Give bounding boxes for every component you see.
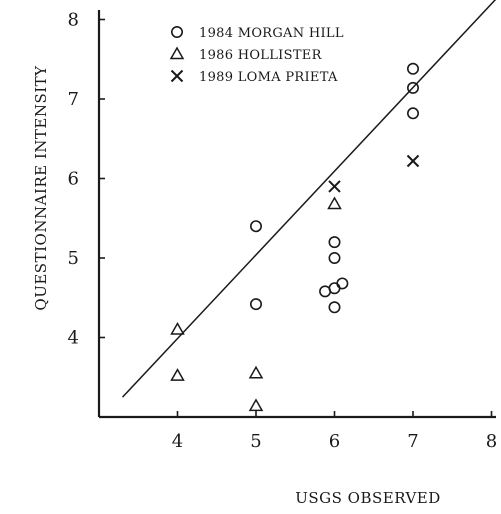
x-axis-title: USGS OBSERVED xyxy=(295,489,441,507)
point-circle xyxy=(250,298,263,311)
point-circle xyxy=(328,236,341,249)
y-tick-label: 8 xyxy=(68,10,79,31)
axes xyxy=(97,10,496,419)
legend-marker-triangle xyxy=(169,46,185,60)
point-circle xyxy=(328,301,341,314)
tick-labels: 4 5 6 7 8 4 5 6 7 8 xyxy=(68,10,498,453)
legend-marker-x xyxy=(170,69,184,83)
point-circle xyxy=(336,277,349,290)
fit-line-group xyxy=(122,0,496,398)
point-circle xyxy=(328,282,341,295)
legend: 1984 MORGAN HILL 1986 HOLLISTER 1989 LOMA … xyxy=(169,25,344,85)
x-stroke xyxy=(170,69,184,83)
point-circle xyxy=(406,62,419,75)
legend-label: 1984 MORGAN HILL xyxy=(199,26,344,41)
legend-marker-circle xyxy=(171,25,184,38)
x-tick-label: 5 xyxy=(250,431,261,452)
x-tick-label: 4 xyxy=(172,431,183,452)
point-triangle xyxy=(170,322,185,335)
point-circle xyxy=(250,220,263,233)
point-triangle xyxy=(248,365,264,379)
legend-label: 1989 LOMA PRIETA xyxy=(199,70,338,85)
x-tick-label: 6 xyxy=(329,431,340,452)
point-circle xyxy=(406,107,419,120)
x-stroke xyxy=(406,154,420,168)
point-x xyxy=(328,180,341,193)
x-stroke xyxy=(328,180,341,193)
legend-label: 1986 HOLLISTER xyxy=(199,48,323,63)
point-circle xyxy=(328,252,341,265)
x-tick-label: 7 xyxy=(407,431,418,452)
point-x xyxy=(406,154,420,168)
point-triangle xyxy=(327,196,342,210)
data-points xyxy=(170,62,420,412)
fit-line xyxy=(122,0,496,398)
y-axis-title: QUESTIONNAIRE INTENSITY xyxy=(32,65,50,311)
y-tick-label: 5 xyxy=(68,248,79,269)
point-triangle xyxy=(248,398,264,412)
y-tick-label: 4 xyxy=(68,328,79,349)
point-triangle xyxy=(170,368,185,381)
y-tick-label: 6 xyxy=(68,169,79,190)
y-tick-label: 7 xyxy=(68,89,79,110)
x-tick-label: 8 xyxy=(486,431,497,452)
point-circle xyxy=(406,81,419,94)
